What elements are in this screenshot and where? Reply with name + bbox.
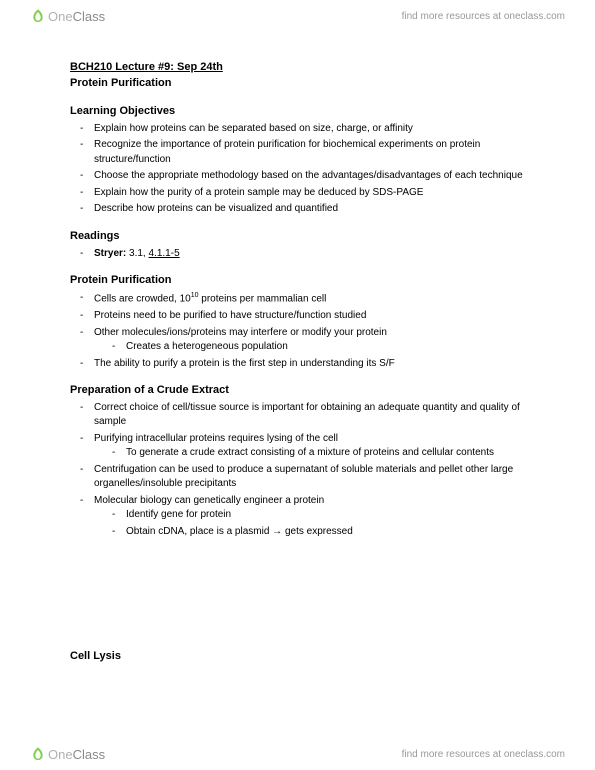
brand-name: OneClass <box>48 9 105 24</box>
lecture-title: BCH210 Lecture #9: Sep 24th <box>70 60 525 76</box>
list-item: Identify gene for protein <box>126 508 525 523</box>
document-body: BCH210 Lecture #9: Sep 24th Protein Puri… <box>0 0 595 725</box>
list-item: Cells are crowded, 1010 proteins per mam… <box>94 291 525 307</box>
list-item: Correct choice of cell/tissue source is … <box>94 401 525 430</box>
sub-list: Creates a heterogeneous population <box>94 340 525 355</box>
section-heading-readings: Readings <box>70 229 525 245</box>
list-item: Proteins need to be purified to have str… <box>94 309 525 324</box>
list-item: Explain how proteins can be separated ba… <box>94 122 525 137</box>
list-item: Centrifugation can be used to produce a … <box>94 463 525 492</box>
readings-plain: 3.1, <box>129 248 148 259</box>
leaf-icon <box>30 8 46 24</box>
brand-logo: OneClass <box>30 746 105 762</box>
purification-list: Cells are crowded, 1010 proteins per mam… <box>70 291 525 371</box>
page-header: OneClass find more resources at oneclass… <box>0 0 595 32</box>
page-footer: OneClass find more resources at oneclass… <box>0 738 595 770</box>
text-fragment: Other molecules/ions/proteins may interf… <box>94 327 387 338</box>
text-fragment: Cells are crowded, 10 <box>94 294 191 305</box>
list-item: The ability to purify a protein is the f… <box>94 357 525 372</box>
text-fragment: Molecular biology can genetically engine… <box>94 495 324 506</box>
list-item: Molecular biology can genetically engine… <box>94 494 525 540</box>
footer-tagline: find more resources at oneclass.com <box>402 749 565 760</box>
sub-list: To generate a crude extract consisting o… <box>94 446 525 461</box>
section-heading-celllysis: Cell Lysis <box>70 649 525 665</box>
lecture-subtitle: Protein Purification <box>70 76 525 92</box>
list-item: Describe how proteins can be visualized … <box>94 202 525 217</box>
brand-name: OneClass <box>48 747 105 762</box>
text-fragment: proteins per mammalian cell <box>199 294 327 305</box>
list-item: Explain how the purity of a protein samp… <box>94 186 525 201</box>
list-item: Recognize the importance of protein puri… <box>94 138 525 167</box>
list-item: Creates a heterogeneous population <box>126 340 525 355</box>
section-heading-crude: Preparation of a Crude Extract <box>70 383 525 399</box>
section-heading-objectives: Learning Objectives <box>70 104 525 120</box>
superscript: 10 <box>191 292 199 299</box>
readings-author: Stryer: <box>94 248 126 259</box>
brand-logo: OneClass <box>30 8 105 24</box>
readings-underline: 4.1.1-5 <box>149 248 180 259</box>
readings-list: Stryer: 3.1, 4.1.1-5 <box>70 247 525 262</box>
list-item: Choose the appropriate methodology based… <box>94 169 525 184</box>
sub-list: Identify gene for protein Obtain cDNA, p… <box>94 508 525 539</box>
list-item: To generate a crude extract consisting o… <box>126 446 525 461</box>
section-heading-purification: Protein Purification <box>70 273 525 289</box>
leaf-icon <box>30 746 46 762</box>
crude-list: Correct choice of cell/tissue source is … <box>70 401 525 540</box>
header-tagline: find more resources at oneclass.com <box>402 11 565 22</box>
list-item: Obtain cDNA, place is a plasmid → gets e… <box>126 525 525 540</box>
list-item: Stryer: 3.1, 4.1.1-5 <box>94 247 525 262</box>
text-fragment: Purifying intracellular proteins require… <box>94 433 338 444</box>
objectives-list: Explain how proteins can be separated ba… <box>70 122 525 217</box>
list-item: Purifying intracellular proteins require… <box>94 432 525 461</box>
list-item: Other molecules/ions/proteins may interf… <box>94 326 525 355</box>
